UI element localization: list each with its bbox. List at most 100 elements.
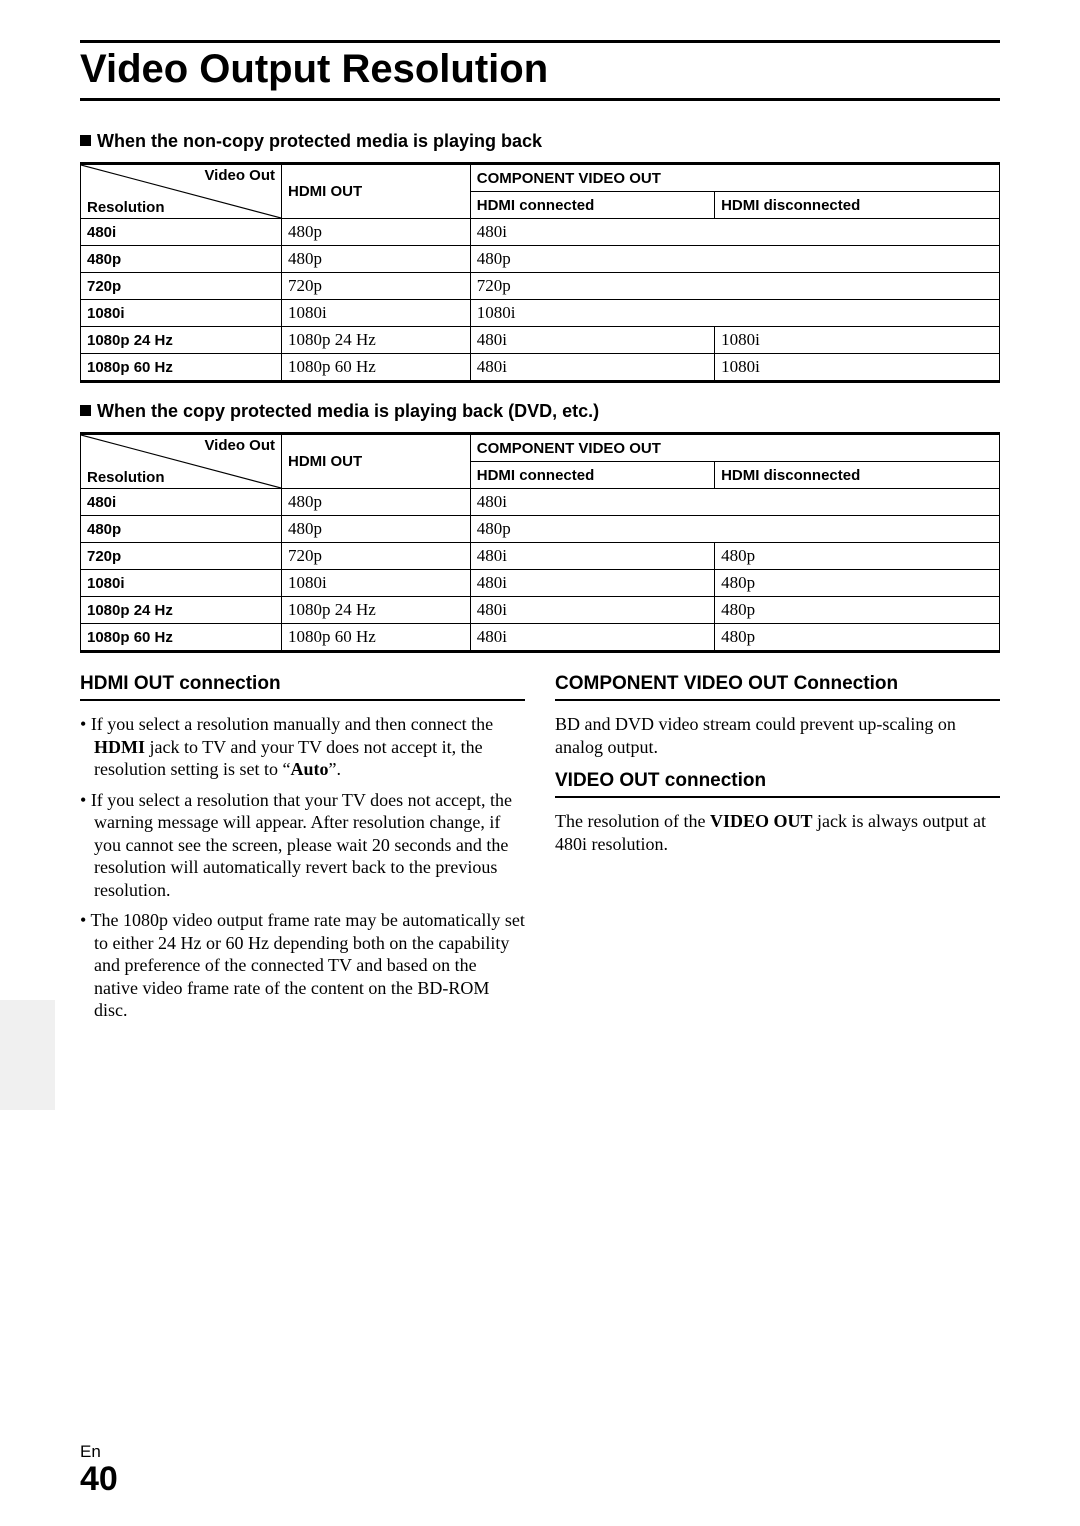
cell-hdmi-out: 480p — [282, 246, 471, 273]
cell-hdmi-out: 1080p 24 Hz — [282, 327, 471, 354]
table-row: 480p480p480p — [81, 516, 1000, 543]
square-bullet-icon — [80, 135, 91, 146]
table1: Video Out Resolution HDMI OUTCOMPONENT VID… — [80, 162, 1000, 383]
cell-hdmi-out: 480p — [282, 219, 471, 246]
header-hdmi-out: HDMI OUT — [282, 164, 471, 219]
table-row: 480i480p480i — [81, 219, 1000, 246]
row-resolution: 480p — [81, 516, 282, 543]
table-row: 1080i1080i480i480p — [81, 570, 1000, 597]
header-hdmi-connected: HDMI connected — [470, 192, 714, 219]
bullet-item: The 1080p video output frame rate may be… — [80, 909, 525, 1022]
cell-component-merged: 480i — [470, 219, 999, 246]
component-out-heading: COMPONENT VIDEO OUT Connection — [555, 673, 1000, 701]
row-resolution: 720p — [81, 273, 282, 300]
cell-component-merged: 480p — [470, 516, 999, 543]
table1-heading-text: When the non-copy protected media is pla… — [97, 131, 542, 151]
cell-hdmi-out: 1080i — [282, 300, 471, 327]
table-row: 1080p 60 Hz1080p 60 Hz480i480p — [81, 624, 1000, 652]
cell-hdmi-disconnected: 1080i — [715, 354, 1000, 382]
cell-hdmi-connected: 480i — [470, 570, 714, 597]
text: The resolution of the — [555, 811, 710, 831]
cell-hdmi-connected: 480i — [470, 597, 714, 624]
cell-hdmi-disconnected: 1080i — [715, 327, 1000, 354]
table1-heading: When the non-copy protected media is pla… — [80, 131, 1000, 152]
diag-header-cell: Video Out Resolution — [81, 164, 282, 219]
diag-header-cell: Video Out Resolution — [81, 434, 282, 489]
hdmi-out-heading: HDMI OUT connection — [80, 673, 525, 701]
row-resolution: 720p — [81, 543, 282, 570]
row-resolution: 480i — [81, 489, 282, 516]
header-hdmi-disconnected: HDMI disconnected — [715, 462, 1000, 489]
row-resolution: 1080p 24 Hz — [81, 327, 282, 354]
row-resolution: 480p — [81, 246, 282, 273]
cell-hdmi-out: 480p — [282, 489, 471, 516]
cell-hdmi-out: 1080p 24 Hz — [282, 597, 471, 624]
table-row: 1080p 60 Hz1080p 60 Hz480i1080i — [81, 354, 1000, 382]
cell-hdmi-disconnected: 480p — [715, 543, 1000, 570]
video-out-text: The resolution of the VIDEO OUT jack is … — [555, 810, 1000, 855]
footer-lang: En — [80, 1442, 118, 1462]
cell-component-merged: 720p — [470, 273, 999, 300]
header-resolution: Resolution — [87, 469, 165, 486]
table-row: 480i480p480i — [81, 489, 1000, 516]
text-bold: Auto — [290, 759, 328, 779]
text-bold: HDMI — [94, 737, 145, 757]
cell-component-merged: 1080i — [470, 300, 999, 327]
header-component-out: COMPONENT VIDEO OUT — [470, 434, 999, 462]
square-bullet-icon — [80, 405, 91, 416]
table2-heading: When the copy protected media is playing… — [80, 401, 1000, 422]
video-out-heading: VIDEO OUT connection — [555, 770, 1000, 798]
header-video-out: Video Out — [204, 167, 275, 184]
bullet-item: If you select a resolution that your TV … — [80, 789, 525, 902]
cell-component-merged: 480p — [470, 246, 999, 273]
table-row: 720p720p480i480p — [81, 543, 1000, 570]
cell-hdmi-out: 1080p 60 Hz — [282, 624, 471, 652]
cell-hdmi-out: 1080i — [282, 570, 471, 597]
left-column: HDMI OUT connection If you select a reso… — [80, 673, 525, 1030]
page-footer: En 40 — [80, 1442, 118, 1496]
cell-hdmi-disconnected: 480p — [715, 570, 1000, 597]
header-hdmi-connected: HDMI connected — [470, 462, 714, 489]
cell-hdmi-connected: 480i — [470, 327, 714, 354]
table2-heading-text: When the copy protected media is playing… — [97, 401, 599, 421]
two-column-body: HDMI OUT connection If you select a reso… — [80, 673, 1000, 1030]
cell-hdmi-disconnected: 480p — [715, 597, 1000, 624]
table-row: 720p720p720p — [81, 273, 1000, 300]
side-tab-mark — [0, 1000, 55, 1110]
table-row: 1080p 24 Hz1080p 24 Hz480i1080i — [81, 327, 1000, 354]
footer-page-number: 40 — [80, 1462, 118, 1496]
cell-hdmi-out: 1080p 60 Hz — [282, 354, 471, 382]
cell-hdmi-out: 720p — [282, 543, 471, 570]
header-video-out: Video Out — [204, 437, 275, 454]
page-title: Video Output Resolution — [80, 40, 1000, 101]
component-out-text: BD and DVD video stream could prevent up… — [555, 713, 1000, 758]
right-column: COMPONENT VIDEO OUT Connection BD and DV… — [555, 673, 1000, 1030]
text: If you select a resolution manually and … — [91, 714, 493, 734]
header-hdmi-out: HDMI OUT — [282, 434, 471, 489]
table-row: 1080p 24 Hz1080p 24 Hz480i480p — [81, 597, 1000, 624]
row-resolution: 1080p 60 Hz — [81, 354, 282, 382]
hdmi-out-bullets: If you select a resolution manually and … — [80, 713, 525, 1022]
cell-hdmi-connected: 480i — [470, 624, 714, 652]
table-row: 480p480p480p — [81, 246, 1000, 273]
row-resolution: 1080i — [81, 570, 282, 597]
text: jack to TV and your TV does not accept i… — [94, 737, 483, 780]
cell-component-merged: 480i — [470, 489, 999, 516]
header-hdmi-disconnected: HDMI disconnected — [715, 192, 1000, 219]
cell-hdmi-connected: 480i — [470, 543, 714, 570]
page: Video Output Resolution When the non-cop… — [0, 0, 1080, 1526]
cell-hdmi-out: 480p — [282, 516, 471, 543]
cell-hdmi-disconnected: 480p — [715, 624, 1000, 652]
header-resolution: Resolution — [87, 199, 165, 216]
cell-hdmi-connected: 480i — [470, 354, 714, 382]
bullet-item: If you select a resolution manually and … — [80, 713, 525, 781]
table-row: 1080i1080i1080i — [81, 300, 1000, 327]
row-resolution: 1080p 24 Hz — [81, 597, 282, 624]
row-resolution: 1080i — [81, 300, 282, 327]
text-bold: VIDEO OUT — [710, 811, 813, 831]
row-resolution: 1080p 60 Hz — [81, 624, 282, 652]
row-resolution: 480i — [81, 219, 282, 246]
header-component-out: COMPONENT VIDEO OUT — [470, 164, 999, 192]
cell-hdmi-out: 720p — [282, 273, 471, 300]
table2: Video Out Resolution HDMI OUTCOMPONENT VID… — [80, 432, 1000, 653]
